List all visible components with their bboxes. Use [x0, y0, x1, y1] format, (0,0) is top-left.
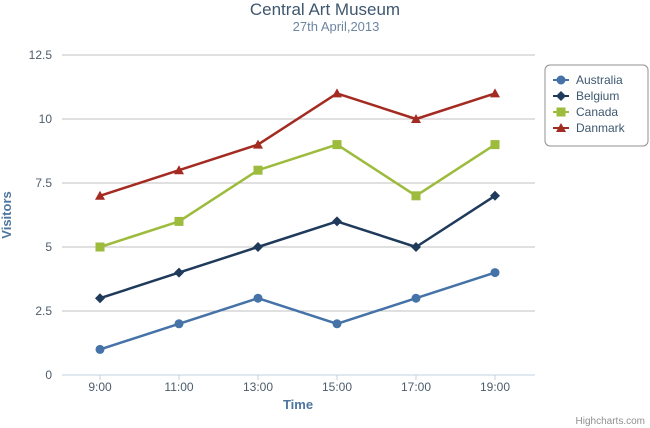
x-tick-label: 11:00: [164, 380, 193, 394]
data-point-belgium: [411, 242, 421, 252]
data-point-canada: [411, 191, 421, 201]
data-point-canada: [332, 140, 342, 150]
data-point-danmark: [411, 114, 421, 123]
data-point-danmark: [174, 165, 184, 175]
data-point-danmark: [332, 88, 342, 98]
data-point-danmark: [253, 139, 263, 149]
legend-marker-danmark: [556, 123, 566, 132]
y-tick-label: 0: [45, 368, 52, 382]
legend-label-danmark: Danmark: [576, 121, 626, 135]
y-tick-label: 2.5: [35, 304, 52, 318]
y-axis-title: Visitors: [0, 191, 14, 238]
series-line-belgium: [99, 194, 496, 300]
x-tick-label: 19:00: [480, 380, 510, 394]
x-tick-label: 13:00: [243, 380, 273, 394]
data-point-australia: [253, 293, 263, 303]
legend-item-australia[interactable]: Australia: [553, 73, 623, 87]
x-tick-label: 17:00: [401, 380, 431, 394]
data-point-belgium: [332, 216, 342, 227]
chart-subtitle: 27th April,2013: [293, 19, 380, 34]
data-point-belgium: [490, 190, 500, 201]
data-point-belgium: [174, 267, 184, 278]
legend-box: [544, 64, 649, 147]
credits-link[interactable]: Highcharts.com: [576, 416, 645, 427]
legend-marker-canada: [556, 107, 566, 117]
series-line-canada: [99, 143, 496, 249]
x-tick-label: 9:00: [88, 380, 112, 394]
series-belgium: [95, 190, 500, 304]
data-point-australia: [174, 319, 184, 329]
chart-title: Central Art Museum: [250, 0, 400, 19]
data-point-danmark: [95, 190, 105, 200]
series-line-danmark: [99, 92, 496, 197]
legend-label-australia: Australia: [576, 73, 623, 87]
data-point-belgium: [253, 242, 263, 252]
axes: 0 2.5 5 7.5 10 12.5 9:00 11:00 13:00 15:00 17:00 19…: [29, 48, 535, 394]
y-tick-label: 10: [39, 112, 53, 126]
gridlines: [62, 54, 535, 312]
x-axis-title: Time: [283, 397, 313, 412]
data-point-australia: [332, 319, 342, 329]
data-point-australia: [95, 344, 105, 354]
legend-item-belgium[interactable]: Belgium: [553, 89, 619, 103]
series-danmark: [95, 88, 500, 200]
data-point-canada: [253, 165, 263, 175]
legend-item-danmark[interactable]: Danmark: [553, 121, 626, 135]
y-tick-label: 12.5: [29, 48, 53, 62]
data-point-canada: [174, 216, 184, 226]
series-line-australia: [99, 271, 496, 351]
legend-marker-belgium: [556, 91, 566, 101]
data-point-belgium: [95, 293, 105, 304]
series-canada: [95, 140, 500, 252]
y-tick-label: 7.5: [35, 176, 52, 190]
legend-item-canada[interactable]: Canada: [553, 105, 618, 119]
series-australia: [95, 268, 500, 354]
y-tick-label: 5: [45, 240, 52, 254]
data-point-canada: [490, 140, 500, 150]
data-point-canada: [95, 242, 105, 252]
data-point-australia: [411, 293, 421, 303]
legend-marker-australia: [556, 75, 566, 85]
legend-label-belgium: Belgium: [576, 89, 619, 103]
data-point-australia: [490, 268, 500, 278]
data-point-danmark: [490, 88, 500, 98]
legend: Australia Belgium Canada Danmark: [544, 64, 649, 147]
x-tick-label: 15:00: [322, 380, 352, 394]
legend-label-canada: Canada: [576, 105, 618, 119]
series-group: [95, 88, 500, 354]
